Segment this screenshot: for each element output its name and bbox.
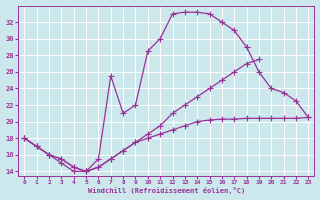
X-axis label: Windchill (Refroidissement éolien,°C): Windchill (Refroidissement éolien,°C) <box>88 187 245 194</box>
